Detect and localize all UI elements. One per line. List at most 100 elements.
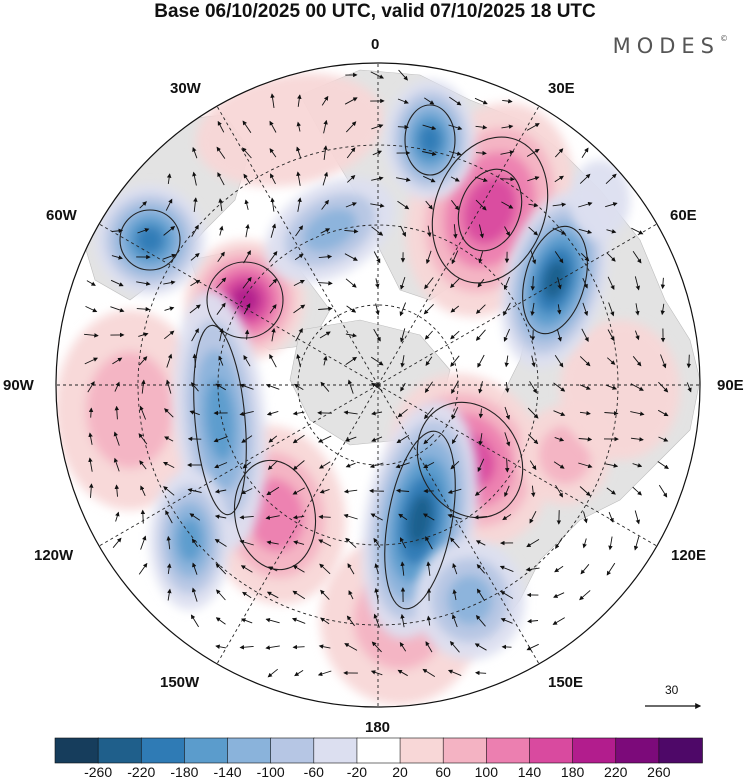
wind-vector-191 [112, 357, 123, 365]
wind-vector-167 [84, 333, 99, 338]
wind-vector-12 [502, 98, 513, 104]
wind-vector-417 [426, 615, 432, 626]
wind-vectors [84, 69, 692, 678]
wind-vector-227 [424, 381, 433, 393]
wind-vector-441 [397, 669, 408, 677]
wind-vector-236 [658, 381, 669, 393]
wind-vector-369 [582, 538, 587, 549]
anomaly-contours [119, 104, 588, 610]
wind-vector-150 [243, 303, 251, 315]
wind-vector-250 [397, 408, 408, 418]
wind-vector-212 [660, 354, 667, 369]
wind-vector-207 [531, 355, 536, 368]
wind-vector-284 [88, 457, 93, 472]
wind-vector-91 [427, 225, 432, 238]
wind-vector-173 [244, 329, 250, 340]
wind-vector-326 [579, 486, 591, 497]
wind-vector-145 [110, 306, 125, 313]
wind-vector-213 [686, 354, 692, 369]
wind-vector-253 [478, 408, 484, 419]
wind-vector-119 [606, 252, 616, 262]
wind-vector-363 [425, 536, 433, 550]
wind-vector-264 [164, 436, 174, 442]
wind-vector-65 [270, 197, 275, 212]
wind-vector-432 [449, 641, 460, 653]
wind-vector-382 [400, 561, 405, 576]
wind-vector-359 [318, 539, 332, 547]
wind-vector-249 [371, 411, 383, 416]
colorbar-tick-label: -20 [346, 764, 368, 780]
wind-vector-137 [503, 276, 510, 290]
wind-vector-418 [451, 614, 458, 628]
wind-vector-242 [189, 410, 200, 416]
wind-vector-381 [374, 563, 379, 575]
wind-vector-62 [193, 197, 198, 212]
wind-vector-53 [450, 176, 460, 182]
wind-vector-254 [504, 406, 510, 420]
wind-vector-63 [218, 198, 223, 212]
wind-vector-32 [346, 147, 356, 159]
wind-vector-104 [217, 251, 225, 262]
anomaly-negative-17 [570, 160, 630, 240]
wind-vector-22 [448, 124, 463, 131]
colorbar-tick-label: 140 [517, 764, 542, 780]
wind-vector-169 [138, 332, 149, 337]
wind-vector-107 [294, 253, 304, 261]
brand-text: MODES [612, 34, 720, 58]
wind-vector-385 [476, 564, 486, 574]
anomaly-positive-7 [195, 73, 385, 187]
wind-vector-206 [504, 355, 509, 368]
wind-vector-304 [604, 463, 619, 468]
wind-vector-120 [632, 250, 642, 264]
contour-3 [416, 401, 524, 519]
wind-vector-72 [451, 200, 460, 211]
wind-vector-153 [318, 306, 333, 312]
wind-vector-11 [474, 97, 488, 105]
wind-vector-109 [344, 253, 358, 261]
wind-vector-375 [215, 563, 227, 575]
wind-vector-260 [657, 409, 669, 417]
wind-vector-325 [555, 484, 563, 498]
wind-vector-221 [265, 383, 280, 390]
wind-vector-228 [451, 380, 459, 394]
wind-vector-41 [581, 147, 589, 158]
wind-vector-433 [474, 643, 487, 651]
contour-7 [193, 324, 247, 516]
wind-vector-133 [400, 276, 406, 290]
wind-vector-35 [422, 151, 437, 156]
wind-vector-81 [163, 226, 176, 236]
label-120w: 120W [34, 547, 74, 564]
wind-vector-310 [163, 486, 175, 496]
wind-vector-319 [396, 488, 410, 494]
wind-vector-25 [526, 123, 540, 131]
wind-vector-44 [217, 172, 225, 186]
wind-vector-46 [270, 173, 276, 185]
wind-vector-261 [88, 432, 93, 445]
wind-vector-204 [450, 355, 460, 367]
wind-vector-255 [527, 407, 539, 419]
wind-vector-82 [191, 224, 199, 237]
wind-vector-365 [475, 540, 486, 546]
wind-vector-83 [219, 225, 224, 236]
wind-vector-424 [239, 645, 254, 650]
wind-vector-367 [526, 539, 540, 548]
wind-vector-414 [346, 615, 355, 627]
wind-vector-241 [164, 408, 174, 418]
wind-vector-183 [503, 328, 511, 342]
wind-vector-436 [267, 668, 278, 678]
wind-vector-437 [294, 670, 304, 677]
wind-vector-238 [88, 407, 94, 418]
wind-vector-233 [579, 384, 591, 390]
colorbar-bin-13 [615, 737, 660, 764]
colorbar-bin-4 [227, 737, 272, 764]
wind-vector-95 [528, 226, 539, 236]
wind-vector-423 [215, 644, 226, 649]
wind-vector-13 [217, 120, 225, 133]
wind-vector-143 [660, 277, 666, 290]
wind-vector-299 [477, 458, 485, 473]
label-30e: 30E [548, 80, 575, 97]
wind-vector-164 [608, 302, 615, 317]
wind-vector-50 [371, 176, 384, 181]
wind-vector-248 [343, 410, 358, 415]
wind-vector-162 [556, 304, 562, 315]
